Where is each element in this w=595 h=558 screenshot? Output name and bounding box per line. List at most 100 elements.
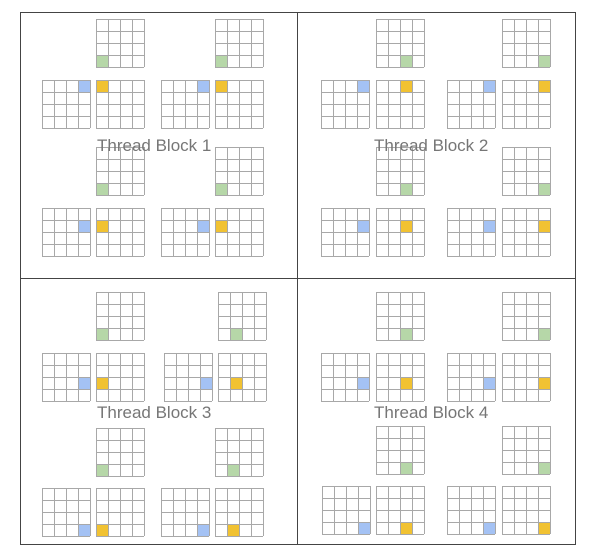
blue-thread-cell: [358, 522, 370, 534]
thread-grid: [215, 147, 264, 196]
blue-thread-cell: [357, 377, 369, 389]
thread-block-1-label: Thread Block 1: [97, 136, 212, 155]
blue-thread-cell: [197, 220, 209, 232]
blue-thread-cell: [483, 522, 495, 534]
green-thread-cell: [400, 55, 412, 67]
green-thread-cell: [96, 328, 108, 340]
thread-grid: [215, 80, 264, 129]
thread-grid: [376, 426, 425, 475]
green-thread-cell: [215, 55, 227, 67]
thread-grid: [376, 19, 425, 68]
thread-grid: [42, 80, 91, 129]
thread-grid: [447, 353, 496, 402]
thread-grid: [161, 208, 210, 257]
green-thread-cell: [96, 183, 108, 195]
thread-grid: [321, 353, 370, 402]
blue-thread-cell: [78, 524, 90, 536]
orange-thread-cell: [400, 220, 412, 232]
orange-thread-cell: [96, 377, 108, 389]
thread-grid: [42, 353, 91, 402]
thread-grid: [161, 80, 210, 129]
green-thread-cell: [96, 464, 108, 476]
thread-grid: [502, 208, 551, 257]
thread-grid: [215, 428, 264, 477]
thread-grid: [502, 426, 551, 475]
thread-grid: [215, 488, 264, 537]
orange-thread-cell: [96, 80, 108, 92]
blue-thread-cell: [200, 377, 212, 389]
thread-grid: [447, 486, 496, 535]
orange-thread-cell: [538, 377, 550, 389]
thread-grid: [321, 208, 370, 257]
blue-thread-cell: [197, 524, 209, 536]
thread-grid: [376, 353, 425, 402]
orange-thread-cell: [400, 377, 412, 389]
thread-grid: [218, 353, 267, 402]
green-thread-cell: [538, 328, 550, 340]
blue-thread-cell: [78, 220, 90, 232]
blue-thread-cell: [78, 80, 90, 92]
thread-grid: [447, 208, 496, 257]
thread-grid: [447, 80, 496, 129]
blue-thread-cell: [483, 377, 495, 389]
thread-grid: [376, 486, 425, 535]
green-thread-cell: [400, 462, 412, 474]
orange-thread-cell: [96, 220, 108, 232]
thread-grid: [376, 208, 425, 257]
blue-thread-cell: [197, 80, 209, 92]
thread-grid: [502, 292, 551, 341]
thread-grid: [502, 486, 551, 535]
thread-grid: [96, 208, 145, 257]
thread-grid: [321, 80, 370, 129]
thread-grid: [502, 147, 551, 196]
thread-grid: [376, 147, 425, 196]
orange-thread-cell: [96, 524, 108, 536]
thread-grid: [42, 488, 91, 537]
thread-grid: [502, 80, 551, 129]
thread-grid: [502, 353, 551, 402]
orange-thread-cell: [400, 522, 412, 534]
thread-grid: [42, 208, 91, 257]
green-thread-cell: [400, 183, 412, 195]
thread-grid: [96, 488, 145, 537]
thread-grid: [161, 488, 210, 537]
thread-grid: [96, 353, 145, 402]
horizontal-divider: [20, 278, 576, 279]
thread-grid: [376, 292, 425, 341]
thread-block-3-label: Thread Block 3: [97, 403, 212, 422]
blue-thread-cell: [483, 220, 495, 232]
orange-thread-cell: [215, 80, 227, 92]
orange-thread-cell: [230, 377, 242, 389]
thread-grid: [96, 292, 145, 341]
orange-thread-cell: [538, 522, 550, 534]
thread-block-4-label: Thread Block 4: [374, 403, 489, 422]
green-thread-cell: [538, 462, 550, 474]
green-thread-cell: [538, 183, 550, 195]
thread-grid: [215, 19, 264, 68]
thread-grid: [502, 19, 551, 68]
thread-grid: [218, 292, 267, 341]
thread-grid: [164, 353, 213, 402]
orange-thread-cell: [400, 80, 412, 92]
green-thread-cell: [230, 328, 242, 340]
thread-grid: [322, 486, 371, 535]
thread-grid: [376, 80, 425, 129]
green-thread-cell: [215, 183, 227, 195]
blue-thread-cell: [357, 220, 369, 232]
blue-thread-cell: [78, 377, 90, 389]
thread-grid: [96, 19, 145, 68]
orange-thread-cell: [538, 220, 550, 232]
green-thread-cell: [96, 55, 108, 67]
green-thread-cell: [227, 464, 239, 476]
thread-grid: [96, 428, 145, 477]
thread-block-2-label: Thread Block 2: [374, 136, 489, 155]
orange-thread-cell: [538, 80, 550, 92]
orange-thread-cell: [227, 524, 239, 536]
thread-grid: [96, 147, 145, 196]
green-thread-cell: [538, 55, 550, 67]
blue-thread-cell: [357, 80, 369, 92]
orange-thread-cell: [215, 220, 227, 232]
green-thread-cell: [400, 328, 412, 340]
blue-thread-cell: [483, 80, 495, 92]
